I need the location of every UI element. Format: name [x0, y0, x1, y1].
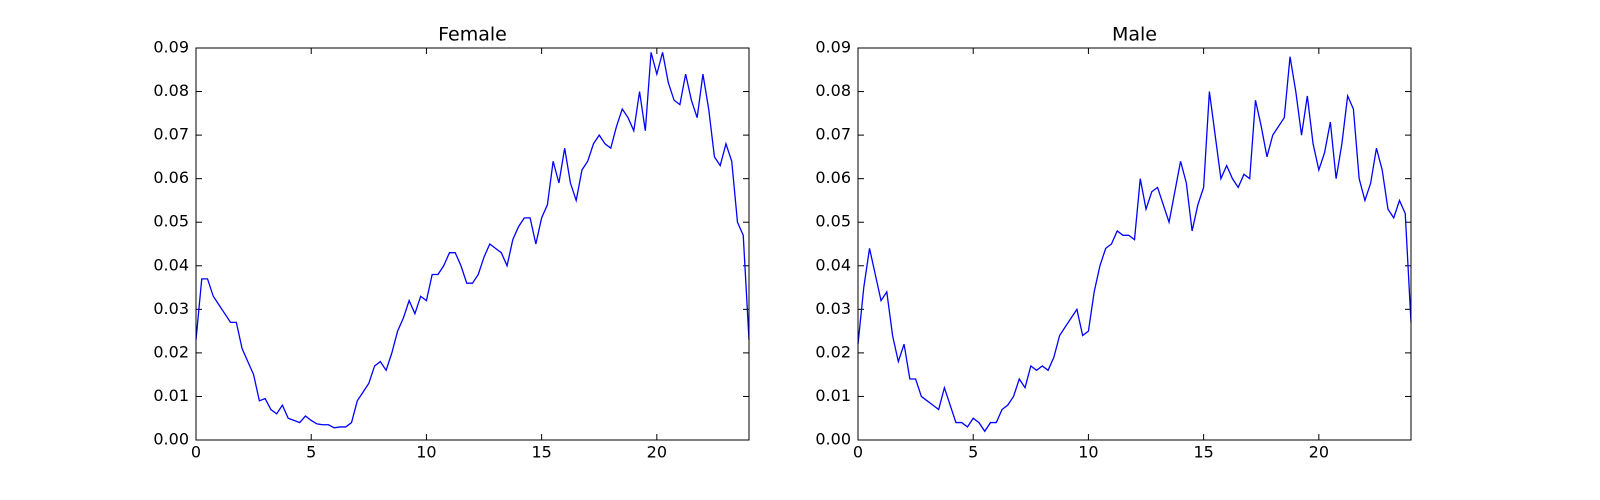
x-tick-label: 15 — [531, 443, 551, 462]
x-tick-label: 0 — [191, 443, 201, 462]
y-tick-label: 0.01 — [815, 386, 851, 405]
chart-title: Female — [438, 24, 507, 46]
x-tick-label: 20 — [1309, 443, 1329, 462]
y-tick-label: 0.04 — [815, 255, 851, 274]
y-tick-label: 0.04 — [153, 255, 189, 274]
data-line — [857, 56, 1412, 433]
axes-frame — [195, 47, 750, 441]
data-line — [195, 52, 750, 429]
y-tick-label: 0.00 — [153, 430, 189, 449]
y-tick-label: 0.05 — [815, 212, 851, 231]
x-tick-label: 10 — [416, 443, 436, 462]
chart-title: Male — [1112, 24, 1157, 46]
y-tick-label: 0.03 — [815, 299, 851, 318]
y-tick-label: 0.02 — [153, 342, 189, 361]
y-tick-label: 0.00 — [815, 430, 851, 449]
x-tick-label: 10 — [1078, 443, 1098, 462]
y-tick-label: 0.07 — [815, 125, 851, 144]
x-tick-label: 5 — [968, 443, 978, 462]
y-tick-label: 0.05 — [153, 212, 189, 231]
y-tick-label: 0.03 — [153, 299, 189, 318]
y-tick-label: 0.07 — [153, 125, 189, 144]
y-tick-label: 0.01 — [153, 386, 189, 405]
y-tick-label: 0.06 — [153, 168, 189, 187]
axes-frame — [857, 47, 1412, 441]
x-tick-label: 20 — [647, 443, 667, 462]
y-tick-label: 0.08 — [815, 81, 851, 100]
y-tick-label: 0.02 — [815, 342, 851, 361]
x-tick-label: 5 — [306, 443, 316, 462]
x-tick-label: 0 — [853, 443, 863, 462]
y-tick-label: 0.09 — [815, 38, 851, 57]
y-tick-label: 0.08 — [153, 81, 189, 100]
y-tick-label: 0.09 — [153, 38, 189, 57]
x-tick-label: 15 — [1193, 443, 1213, 462]
y-tick-label: 0.06 — [815, 168, 851, 187]
